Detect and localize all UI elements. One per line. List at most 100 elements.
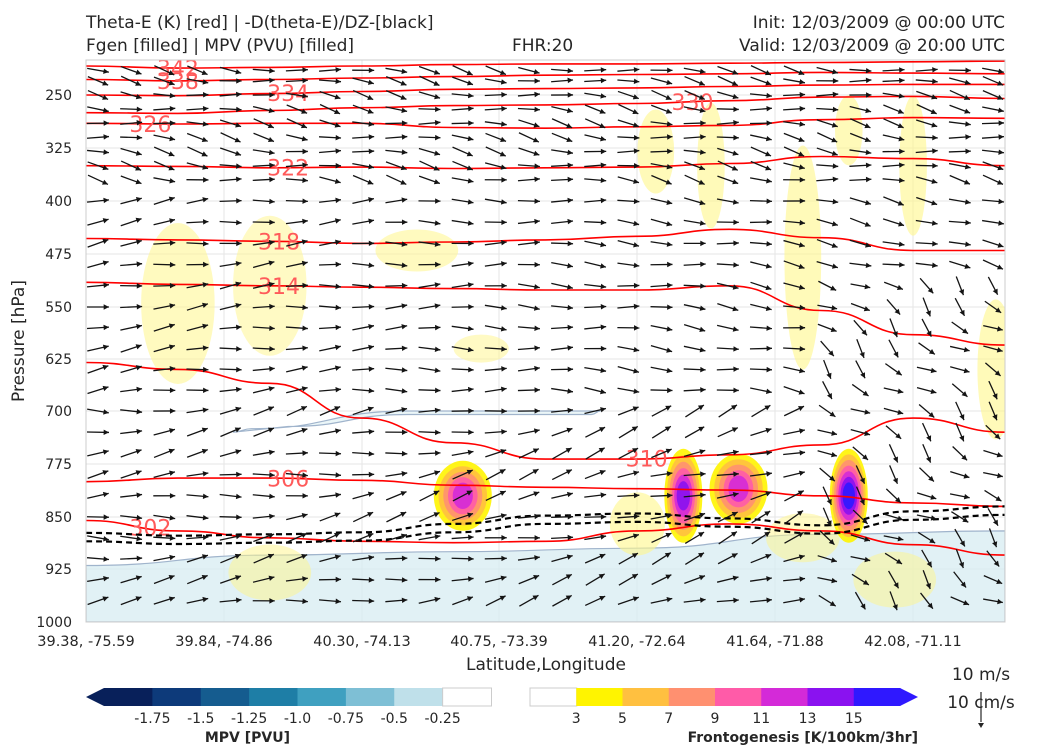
wind-arrow bbox=[650, 325, 673, 332]
wind-arrow bbox=[650, 241, 673, 247]
wind-arrow bbox=[418, 261, 441, 268]
wind-arrow bbox=[286, 513, 308, 521]
wind-arrow bbox=[154, 65, 175, 76]
wind-arrow bbox=[950, 366, 970, 374]
wind-arrow bbox=[517, 387, 540, 393]
wind-arrow bbox=[87, 449, 109, 457]
wind-arrow bbox=[517, 176, 540, 183]
wind-arrow bbox=[319, 554, 341, 563]
wind-arrow bbox=[219, 386, 242, 393]
wind-arrow bbox=[252, 198, 275, 205]
wind-arrow bbox=[882, 92, 905, 99]
frontogenesis-shading bbox=[228, 544, 312, 601]
wind-arrow bbox=[285, 92, 308, 99]
wind-arrow bbox=[518, 574, 540, 585]
wind-arrow bbox=[153, 120, 176, 126]
wind-arrow bbox=[219, 281, 242, 290]
wind-arrow bbox=[86, 197, 110, 204]
mpv-colorbar-tick: -1.5 bbox=[187, 711, 214, 727]
wind-arrow bbox=[651, 448, 672, 459]
wind-arrow bbox=[819, 530, 835, 546]
wind-arrow bbox=[285, 260, 308, 268]
valid-time: Valid: 12/03/2009 @ 20:00 UTC bbox=[739, 36, 1005, 56]
wind-arrow bbox=[552, 573, 573, 586]
wind-arrow bbox=[650, 387, 673, 394]
wind-arrow bbox=[153, 514, 176, 521]
wind-arrow bbox=[385, 67, 408, 74]
wind-vectors bbox=[86, 65, 1005, 611]
wind-arrow bbox=[783, 177, 806, 183]
wind-arrow bbox=[849, 217, 871, 227]
fgen-colorbar-tick: 3 bbox=[572, 711, 581, 727]
wind-arrow bbox=[749, 120, 772, 126]
wind-arrow bbox=[716, 240, 739, 246]
wind-arrow bbox=[650, 282, 673, 289]
wind-arrow bbox=[650, 261, 673, 268]
wind-arrow bbox=[452, 596, 474, 606]
wind-arrow bbox=[86, 120, 110, 126]
wind-arrow bbox=[86, 304, 110, 310]
wind-arrow bbox=[849, 92, 872, 98]
wind-arrow bbox=[617, 533, 640, 542]
wind-arrow bbox=[186, 197, 209, 205]
wind-arrow bbox=[883, 281, 904, 290]
wind-arrow bbox=[285, 576, 308, 582]
wind-arrow bbox=[584, 514, 607, 520]
wind-arrow bbox=[683, 67, 706, 74]
y-tick-label: 550 bbox=[45, 300, 72, 316]
wind-arrow bbox=[817, 304, 838, 311]
wind-arrow bbox=[319, 119, 341, 128]
wind-arrow bbox=[484, 304, 507, 311]
wind-arrow bbox=[153, 146, 175, 157]
wind-arrow bbox=[749, 198, 772, 204]
wind-arrow bbox=[618, 573, 639, 586]
wind-arrow bbox=[120, 196, 142, 205]
wind-arrow bbox=[951, 321, 969, 335]
wind-arrow bbox=[717, 75, 739, 87]
wind-arrow bbox=[683, 149, 706, 155]
wind-arrow bbox=[120, 448, 142, 458]
wind-arrow bbox=[153, 448, 175, 459]
wind-arrow bbox=[684, 174, 705, 185]
wind-arrow bbox=[749, 325, 772, 331]
wind-arrow bbox=[352, 104, 374, 114]
wind-arrow bbox=[949, 493, 970, 500]
wind-arrow bbox=[252, 281, 275, 289]
wind-arrow bbox=[186, 366, 209, 373]
wind-arrow bbox=[750, 387, 772, 394]
wind-arrow bbox=[883, 118, 904, 129]
wind-arrow bbox=[784, 490, 805, 502]
wind-arrow bbox=[352, 533, 374, 543]
wind-arrow bbox=[252, 239, 275, 246]
wind-arrow bbox=[252, 598, 275, 604]
frontogenesis-shading bbox=[899, 95, 927, 236]
wind-arrow bbox=[319, 428, 341, 435]
wind-arrow bbox=[352, 218, 375, 225]
wind-arrow bbox=[850, 534, 871, 542]
wind-arrow bbox=[86, 282, 110, 288]
wind-arrow bbox=[883, 535, 904, 542]
wind-arrow bbox=[186, 448, 208, 458]
wind-arrow bbox=[319, 103, 341, 115]
wind-arrow bbox=[617, 134, 640, 141]
wind-arrow bbox=[651, 174, 672, 185]
wind-arrow bbox=[518, 119, 540, 128]
wind-arrow bbox=[87, 491, 109, 499]
wind-arrow bbox=[120, 65, 142, 75]
wind-arrow bbox=[816, 163, 839, 169]
wind-arrow bbox=[120, 283, 143, 289]
wind-arrow bbox=[451, 261, 474, 267]
wind-arrow bbox=[352, 134, 375, 140]
wind-arrow bbox=[551, 197, 574, 204]
wind-arrow bbox=[385, 407, 408, 415]
wind-arrow bbox=[584, 104, 606, 114]
fgen-colorbar-segment bbox=[529, 687, 578, 707]
wind-arrow bbox=[651, 532, 672, 544]
wind-arrow bbox=[850, 302, 870, 312]
wind-arrow bbox=[285, 345, 308, 351]
wind-arrow bbox=[319, 344, 341, 352]
wind-arrow bbox=[849, 162, 872, 169]
wind-arrow bbox=[817, 555, 838, 563]
wind-arrow bbox=[286, 386, 308, 394]
wind-arrow bbox=[983, 575, 1003, 585]
